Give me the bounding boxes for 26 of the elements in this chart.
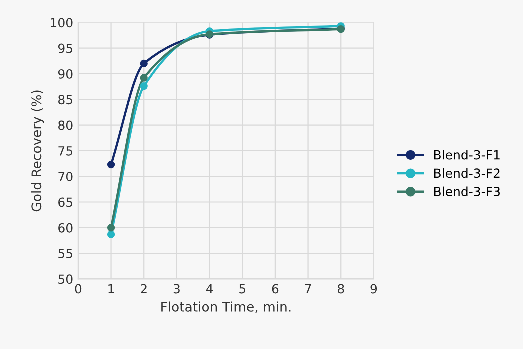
x-tick-label: 9: [370, 284, 378, 294]
y-tick-label: 65: [58, 198, 72, 208]
y-tick-label: 55: [58, 249, 72, 258]
x-tick-label: 3: [174, 284, 180, 294]
y-axis-title: Gold Recovery (%): [31, 90, 44, 212]
y-tick-label: 100: [51, 18, 73, 28]
x-axis-title: Flotation Time, min.: [162, 302, 291, 314]
y-tick-label: 85: [58, 95, 72, 105]
y-tick-label: 80: [58, 120, 73, 130]
x-tick-label: 1: [108, 284, 114, 294]
y-tick-label: 60: [58, 223, 73, 233]
y-tick-label: 50: [58, 274, 73, 284]
y-tick-label: 90: [58, 69, 73, 79]
x-tick-label: 2: [141, 284, 147, 294]
x-tick-label: 5: [240, 284, 246, 294]
x-tick-label: 6: [272, 284, 279, 294]
legend-label: Blend-3-F3: [434, 186, 500, 196]
legend-label: Blend-3-F1: [434, 150, 500, 160]
x-tick-label: 4: [206, 284, 214, 294]
y-tick-label: 70: [58, 172, 73, 182]
x-tick-label: 7: [305, 284, 312, 294]
y-tick-label: 75: [58, 146, 72, 156]
x-tick-label: 0: [75, 284, 82, 294]
y-tick-label: 95: [58, 44, 72, 54]
x-tick-label: 8: [338, 284, 344, 294]
legend-label: Blend-3-F2: [434, 168, 500, 178]
